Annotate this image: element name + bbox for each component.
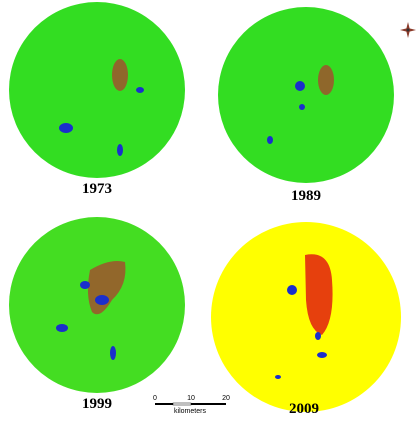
scale-unit: kilometers xyxy=(174,408,206,415)
year-label: 1999 xyxy=(82,396,112,412)
map-1999 xyxy=(9,217,185,393)
year-label: 1973 xyxy=(82,181,112,197)
north-arrow xyxy=(400,22,416,38)
map-1989 xyxy=(218,7,394,183)
map-2009 xyxy=(211,222,401,412)
scale-tick: 0 xyxy=(153,395,157,402)
scale-tick: 10 xyxy=(187,395,195,402)
map-1973 xyxy=(9,2,185,178)
scale-tick: 20 xyxy=(222,395,230,402)
year-label: 2009 xyxy=(289,401,319,417)
year-label: 1989 xyxy=(291,188,321,204)
scale-bar: 0 10 20 kilometers xyxy=(153,395,230,415)
